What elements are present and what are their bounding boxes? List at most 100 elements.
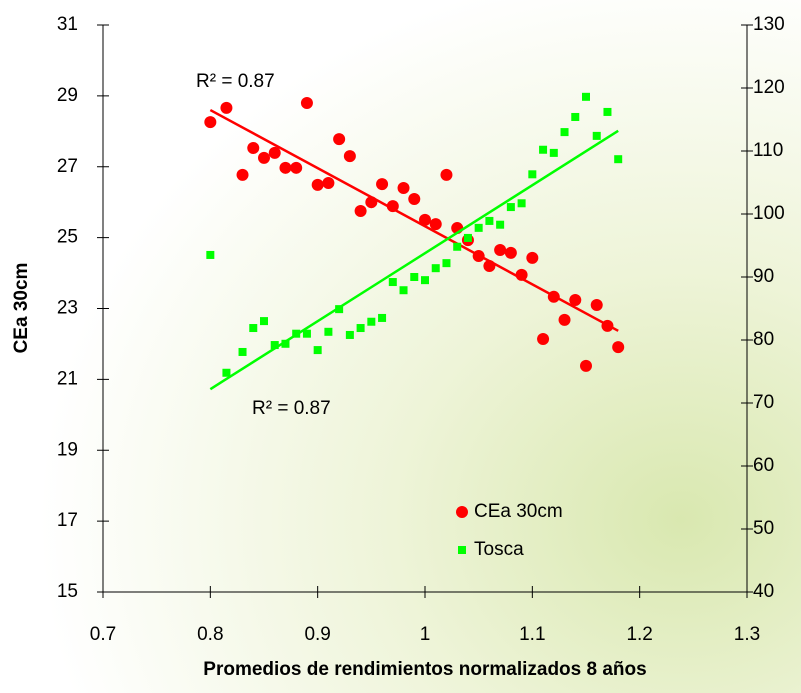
annotation: R² = 0.87 [252, 398, 331, 419]
point [354, 205, 367, 218]
y-tick-label: 29 [57, 85, 78, 106]
x-axis-title: Promedios de rendimientos normalizados 8… [203, 659, 646, 680]
point [220, 101, 233, 114]
point [335, 305, 344, 314]
point [603, 107, 612, 116]
point [206, 250, 215, 259]
point [483, 259, 496, 272]
point [270, 341, 279, 350]
x-tick-label: 1.1 [519, 624, 545, 645]
point [204, 116, 217, 129]
x-tick-label: 1 [420, 624, 431, 645]
y2-tick-label: 130 [753, 14, 785, 35]
point [442, 259, 451, 268]
y-tick-label: 21 [57, 368, 78, 389]
point [496, 220, 505, 229]
point [313, 346, 322, 355]
point [547, 290, 560, 303]
point [397, 182, 410, 195]
point [378, 313, 387, 322]
point [474, 223, 483, 232]
point [311, 178, 324, 191]
point [260, 317, 268, 326]
point [247, 141, 260, 154]
point [429, 218, 442, 231]
point [612, 341, 625, 354]
point [249, 324, 258, 333]
y2-tick-label: 90 [753, 266, 774, 287]
point [421, 276, 429, 285]
point [614, 155, 623, 164]
point [526, 251, 539, 264]
legend-marker [456, 506, 468, 518]
point [539, 145, 548, 154]
y-tick-label: 31 [57, 14, 78, 35]
point [517, 199, 526, 208]
point [601, 319, 614, 332]
point [569, 293, 582, 306]
point [560, 128, 569, 137]
y2-tick-label: 60 [753, 455, 774, 476]
point [571, 112, 580, 121]
point [440, 168, 453, 181]
point [549, 148, 558, 157]
point [419, 213, 431, 226]
point [222, 368, 231, 377]
point [236, 168, 249, 181]
point [558, 313, 571, 326]
y2-tick-label: 120 [753, 77, 785, 98]
x-tick-label: 0.7 [90, 624, 116, 645]
legend-label: CEa 30cm [474, 501, 563, 522]
point [431, 264, 440, 273]
point [408, 192, 421, 205]
point [506, 203, 515, 212]
point [290, 161, 303, 174]
point [386, 200, 399, 213]
point [300, 96, 313, 109]
x-tick-label: 0.8 [197, 624, 223, 645]
point [376, 178, 389, 191]
point [281, 339, 290, 348]
point [504, 246, 517, 259]
point [333, 133, 346, 146]
point [388, 278, 397, 287]
y-axis-title: CEa 30cm [11, 263, 32, 354]
y-tick-label: 19 [57, 439, 78, 460]
y2-tick-label: 70 [753, 392, 774, 413]
y-tick-label: 27 [57, 156, 78, 177]
y-tick-label: 25 [57, 227, 78, 248]
y-tick-label: 17 [57, 510, 78, 531]
point [590, 298, 603, 311]
point [238, 347, 247, 356]
x-tick-label: 1.3 [734, 624, 760, 645]
point [410, 273, 419, 281]
point [279, 161, 292, 174]
point [324, 327, 333, 336]
x-tick-label: 1.2 [626, 624, 652, 645]
point [343, 150, 356, 163]
y2-tick-label: 40 [753, 581, 774, 602]
point [367, 317, 376, 326]
point [322, 177, 335, 190]
point [580, 359, 592, 372]
point [302, 329, 311, 338]
point [528, 170, 537, 179]
point [453, 242, 462, 251]
y2-tick-label: 100 [753, 203, 785, 224]
point [582, 92, 590, 101]
point [399, 286, 408, 295]
point [485, 216, 494, 225]
point [268, 146, 281, 159]
point [258, 151, 270, 164]
point [292, 329, 301, 338]
point [472, 250, 485, 263]
y2-tick-label: 50 [753, 518, 774, 539]
y-tick-label: 15 [57, 581, 78, 602]
point [356, 324, 365, 333]
y2-tick-label: 110 [753, 140, 783, 161]
x-tick-label: 0.9 [304, 624, 330, 645]
legend-label: Tosca [474, 539, 524, 560]
point [515, 268, 528, 281]
